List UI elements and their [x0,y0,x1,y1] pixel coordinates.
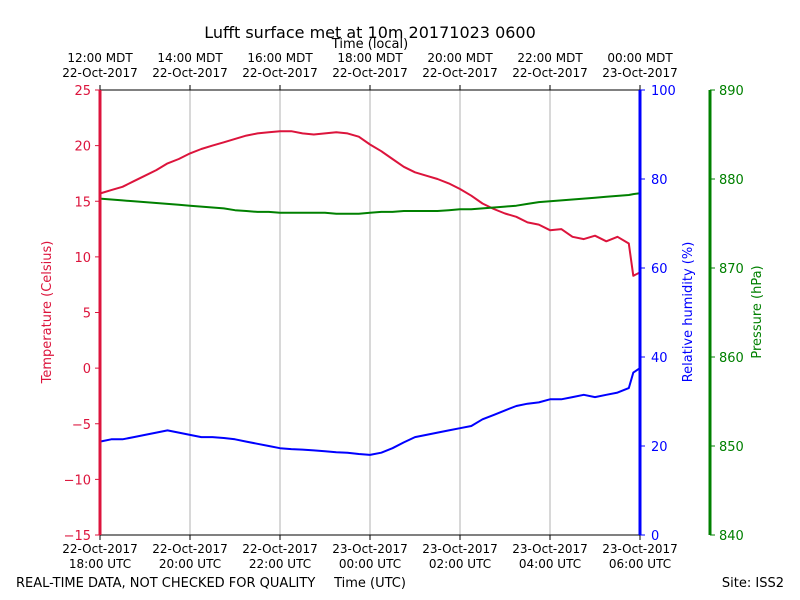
temperature-tick-label: 15 [74,195,91,210]
temperature-tick-label: 0 [83,362,91,377]
bottom-tick-time: 22:00 UTC [249,557,311,571]
temperature-series-line [99,130,641,277]
top-tick-time: 20:00 MDT [427,51,493,65]
humidity-tick-label: 0 [651,529,659,544]
temperature-tick-label: −10 [64,473,91,488]
pressure-tick-label: 860 [719,351,744,366]
top-tick-time: 12:00 MDT [67,51,133,65]
bottom-tick-date: 22-Oct-2017 [242,542,318,556]
pressure-tick-label: 840 [719,529,744,544]
grid-lines [189,90,551,535]
bottom-tick-date: 23-Oct-2017 [332,542,408,556]
temperature-tick-label: 5 [83,307,91,322]
humidity-axis-label: Relative humidity (%) [681,242,696,383]
chart-title: Lufft surface met at 10m 20171023 0600 [204,23,536,42]
bottom-tick-date: 22-Oct-2017 [62,542,138,556]
temperature-axis-label: Temperature (Celsius) [40,241,55,385]
top-tick-date: 22-Oct-2017 [62,66,138,80]
humidity-series-line [99,367,641,456]
top-tick-date: 22-Oct-2017 [512,66,588,80]
top-tick-date: 22-Oct-2017 [152,66,228,80]
bottom-tick-time: 02:00 UTC [429,557,491,571]
humidity-tick-label: 20 [651,440,668,455]
pressure-tick-label: 850 [719,440,744,455]
top-tick-time: 00:00 MDT [607,51,673,65]
temperature-tick-label: −15 [64,529,91,544]
pressure-tick-label: 890 [719,84,744,99]
pressure-tick-label: 880 [719,173,744,188]
top-tick-date: 22-Oct-2017 [242,66,318,80]
bottom-tick-date: 22-Oct-2017 [152,542,228,556]
temperature-tick-label: 20 [74,140,91,155]
top-tick-date: 22-Oct-2017 [422,66,498,80]
pressure-series-line [99,192,641,215]
bottom-tick-date: 23-Oct-2017 [602,542,678,556]
bottom-tick-time: 04:00 UTC [519,557,581,571]
temperature-tick-label: 10 [74,251,91,266]
top-tick-time: 22:00 MDT [517,51,583,65]
humidity-tick-label: 40 [651,351,668,366]
top-tick-date: 22-Oct-2017 [332,66,408,80]
top-tick-date: 23-Oct-2017 [602,66,678,80]
bottom-tick-time: 00:00 UTC [339,557,401,571]
pressure-tick-label: 870 [719,262,744,277]
humidity-tick-label: 100 [651,84,676,99]
bottom-tick-time: 18:00 UTC [69,557,131,571]
bottom-tick-date: 23-Oct-2017 [512,542,588,556]
bottom-tick-time: 06:00 UTC [609,557,671,571]
humidity-tick-label: 80 [651,173,668,188]
temperature-tick-label: 25 [74,84,91,99]
temperature-tick-label: −5 [72,418,91,433]
bottom-tick-time: 20:00 UTC [159,557,221,571]
humidity-tick-label: 60 [651,262,668,277]
quality-disclaimer: REAL-TIME DATA, NOT CHECKED FOR QUALITY [16,576,315,591]
top-tick-time: 16:00 MDT [247,51,313,65]
site-label: Site: ISS2 [722,576,784,591]
top-tick-time: 18:00 MDT [337,51,403,65]
bottom-axis-title: Time (UTC) [333,576,406,591]
pressure-axis-label: Pressure (hPa) [750,265,765,358]
top-axis-title: Time (local) [331,37,408,52]
bottom-tick-date: 23-Oct-2017 [422,542,498,556]
top-tick-time: 14:00 MDT [157,51,223,65]
series-layer [99,130,641,456]
